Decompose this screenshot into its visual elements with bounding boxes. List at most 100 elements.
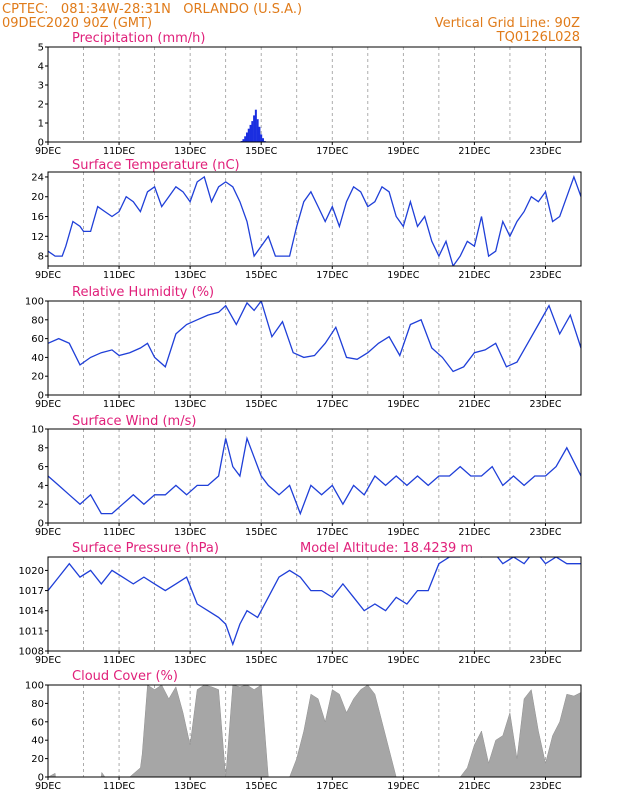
header-grid-line: Vertical Grid Line: 90Z: [435, 16, 580, 31]
y-tick-label: 24: [31, 172, 44, 183]
x-tick-label: 9DEC: [35, 781, 61, 792]
x-tick-label: 19DEC: [387, 146, 419, 157]
x-tick-label: 17DEC: [316, 146, 348, 157]
x-tick-label: 15DEC: [245, 781, 277, 792]
panel-title: Surface Pressure (hPa): [72, 541, 219, 556]
y-tick-label: 5: [38, 43, 44, 54]
y-tick-label: 1008: [19, 647, 44, 658]
x-tick-label: 21DEC: [458, 781, 490, 792]
x-tick-label: 19DEC: [387, 781, 419, 792]
y-tick-label: 20: [31, 754, 44, 765]
x-tick-label: 13DEC: [174, 655, 206, 666]
x-tick-label: 9DEC: [35, 270, 61, 281]
precip-bar: [251, 121, 254, 142]
precip-bar: [260, 134, 263, 142]
x-tick-label: 11DEC: [103, 781, 135, 792]
cloud-area: [48, 685, 581, 777]
series-group: [48, 301, 581, 373]
panel-0: Precipitation (mm/h) 0 1 2 3 4 5 9DEC 11DEC 13DEC…: [35, 31, 582, 157]
panel-5: Cloud Cover (%) 0 20 40 60 80 100 9DEC 11DEC 13DE…: [25, 669, 582, 792]
panel-4: Surface Pressure (hPa) Model Altitude: 18…: [19, 541, 582, 666]
x-tick-label: 23DEC: [529, 399, 561, 410]
panel-title: Surface Wind (m/s): [72, 414, 196, 429]
y-tick-label: 1011: [19, 626, 44, 637]
x-tick-label: 15DEC: [245, 655, 277, 666]
x-tick-label: 9DEC: [35, 399, 61, 410]
x-tick-label: 13DEC: [174, 146, 206, 157]
x-tick-label: 23DEC: [529, 146, 561, 157]
x-tick-label: 11DEC: [103, 527, 135, 538]
precip-bar: [247, 128, 250, 142]
y-tick-label: 60: [31, 334, 44, 345]
x-tick-label: 17DEC: [316, 270, 348, 281]
y-tick-label: 60: [31, 717, 44, 728]
x-tick-label: 17DEC: [316, 655, 348, 666]
x-tick-label: 19DEC: [387, 399, 419, 410]
x-tick-label: 23DEC: [529, 655, 561, 666]
series-group: [48, 685, 581, 777]
y-tick-label: 100: [25, 681, 44, 692]
panel-frame: [47, 46, 582, 143]
precip-bar: [242, 139, 245, 142]
panel-title: Surface Temperature (nC): [72, 158, 240, 173]
y-tick-label: 40: [31, 736, 44, 747]
precip-bar: [244, 136, 247, 142]
panel-title: Precipitation (mm/h): [72, 31, 205, 46]
precip-bar: [256, 119, 259, 142]
series-group: [48, 436, 581, 516]
y-tick-label: 10: [31, 425, 44, 436]
panel-frame: [47, 556, 582, 652]
y-tick-label: 4: [38, 481, 44, 492]
x-tick-label: 19DEC: [387, 270, 419, 281]
panel-1: Surface Temperature (nC) 8 12 16 20 24 9DEC 11D…: [31, 158, 582, 281]
y-tick-label: 16: [31, 212, 44, 223]
x-tick-label: 15DEC: [245, 399, 277, 410]
y-tick-label: 1014: [19, 606, 44, 617]
x-tick-label: 15DEC: [245, 527, 277, 538]
y-tick-label: 1017: [19, 586, 44, 597]
y-tick-label: 100: [25, 297, 44, 308]
x-tick-label: 11DEC: [103, 146, 135, 157]
y-tick-label: 1: [38, 119, 44, 130]
series-line: [48, 557, 581, 647]
header-location: CPTEC: 081:34W-28:31N ORLANDO (U.S.A.): [2, 2, 302, 17]
panel-frame: [47, 428, 582, 524]
y-tick-label: 3: [38, 81, 44, 92]
y-tick-label: 2: [38, 500, 44, 511]
x-tick-label: 13DEC: [174, 270, 206, 281]
y-tick-label: 40: [31, 353, 44, 364]
x-tick-label: 17DEC: [316, 399, 348, 410]
panel-title: Cloud Cover (%): [72, 669, 178, 684]
series-line: [48, 174, 581, 266]
header-datetime: 09DEC2020 90Z (GMT): [2, 16, 152, 31]
panel-frame: [47, 684, 582, 778]
y-tick-label: 12: [31, 232, 44, 243]
y-tick-label: 80: [31, 699, 44, 710]
x-tick-label: 13DEC: [174, 399, 206, 410]
series-group: [48, 557, 581, 647]
x-tick-label: 11DEC: [103, 399, 135, 410]
series-group: [240, 109, 266, 142]
y-tick-label: 0: [38, 138, 44, 149]
x-tick-label: 17DEC: [316, 527, 348, 538]
x-tick-label: 11DEC: [103, 270, 135, 281]
y-tick-label: 4: [38, 62, 44, 73]
x-tick-label: 9DEC: [35, 146, 61, 157]
x-tick-label: 13DEC: [174, 527, 206, 538]
panel-title: Relative Humidity (%): [72, 285, 214, 300]
x-tick-label: 9DEC: [35, 655, 61, 666]
y-tick-label: 8: [38, 443, 44, 454]
series-group: [48, 174, 581, 266]
precip-bar: [258, 126, 261, 142]
precip-bar: [261, 138, 264, 142]
x-tick-label: 21DEC: [458, 655, 490, 666]
panel-frame: [47, 300, 582, 396]
header-model: TQ0126L028: [496, 30, 580, 45]
x-tick-label: 21DEC: [458, 270, 490, 281]
panel-subtitle: Model Altitude: 18.4239 m: [300, 541, 473, 556]
x-tick-label: 13DEC: [174, 781, 206, 792]
x-tick-label: 21DEC: [458, 527, 490, 538]
x-tick-label: 15DEC: [245, 270, 277, 281]
